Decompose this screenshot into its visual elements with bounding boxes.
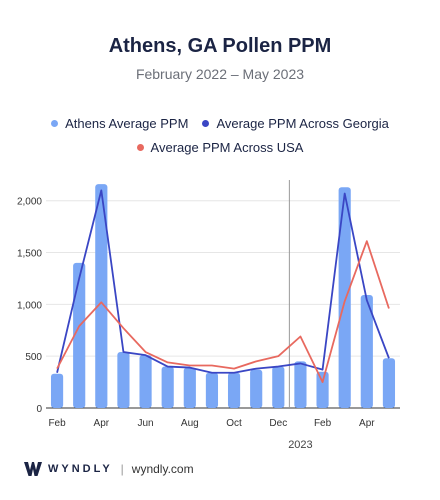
bar: [139, 355, 152, 408]
y-tick-label: 2,000: [17, 197, 42, 208]
x-tick-label: Jun: [138, 418, 154, 429]
legend-row-1: Athens Average PPM Average PPM Across Ge…: [0, 116, 440, 131]
legend-item-athens: Athens Average PPM: [51, 116, 188, 131]
bar: [227, 372, 241, 408]
x-tick-label: Apr: [94, 418, 110, 429]
bar: [294, 361, 307, 408]
x-tick-label: Apr: [359, 418, 375, 429]
wyndly-logo-icon: [24, 462, 42, 476]
legend-label-athens: Athens Average PPM: [65, 116, 189, 131]
legend-label-usa: Average PPM Across USA: [150, 140, 304, 155]
series-line: [56, 240, 390, 383]
bar: [205, 372, 219, 408]
bar: [250, 369, 263, 408]
x-tick-label: Aug: [181, 418, 199, 429]
footer-separator: |: [120, 462, 124, 476]
chart-title: Athens, GA Pollen PPM: [108, 35, 332, 57]
legend-swatch-georgia: [202, 120, 210, 127]
bar: [316, 371, 329, 408]
y-tick-label: 500: [25, 352, 42, 363]
bar: [272, 366, 285, 408]
legend-row-2: Average PPM Across USA: [0, 140, 440, 155]
bar: [95, 184, 108, 408]
bar: [183, 367, 196, 408]
footer-brand: WYNDLY: [48, 463, 113, 475]
bar: [161, 366, 174, 408]
year-label: 2023: [288, 439, 312, 451]
bar: [338, 187, 351, 408]
bar: [117, 352, 130, 408]
footer: WYNDLY | wyndly.com: [24, 462, 194, 476]
y-tick-label: 1,000: [17, 300, 42, 311]
legend-swatch-usa: [136, 144, 144, 151]
legend-item-georgia: Average PPM Across Georgia: [202, 116, 389, 131]
bar: [73, 262, 86, 408]
x-tick-label: Feb: [48, 418, 66, 429]
legend-swatch-athens: [51, 120, 59, 127]
x-tick-label: Feb: [314, 418, 332, 429]
x-tick-label: Oct: [226, 418, 242, 429]
legend-item-usa: Average PPM Across USA: [136, 140, 304, 155]
chart-subtitle: February 2022 – May 2023: [135, 66, 305, 82]
x-tick-label: Dec: [269, 418, 287, 429]
bar: [50, 373, 64, 408]
footer-url[interactable]: wyndly.com: [131, 462, 194, 476]
y-tick-label: 0: [36, 404, 42, 415]
bar: [382, 358, 396, 408]
legend-label-georgia: Average PPM Across Georgia: [216, 116, 389, 131]
bar: [360, 295, 373, 408]
series-line: [56, 189, 390, 374]
y-tick-label: 1,500: [17, 249, 42, 260]
